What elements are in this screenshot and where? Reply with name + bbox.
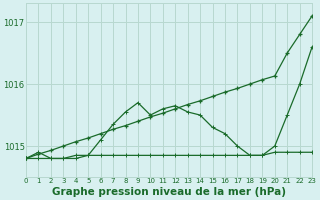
X-axis label: Graphe pression niveau de la mer (hPa): Graphe pression niveau de la mer (hPa) — [52, 187, 286, 197]
